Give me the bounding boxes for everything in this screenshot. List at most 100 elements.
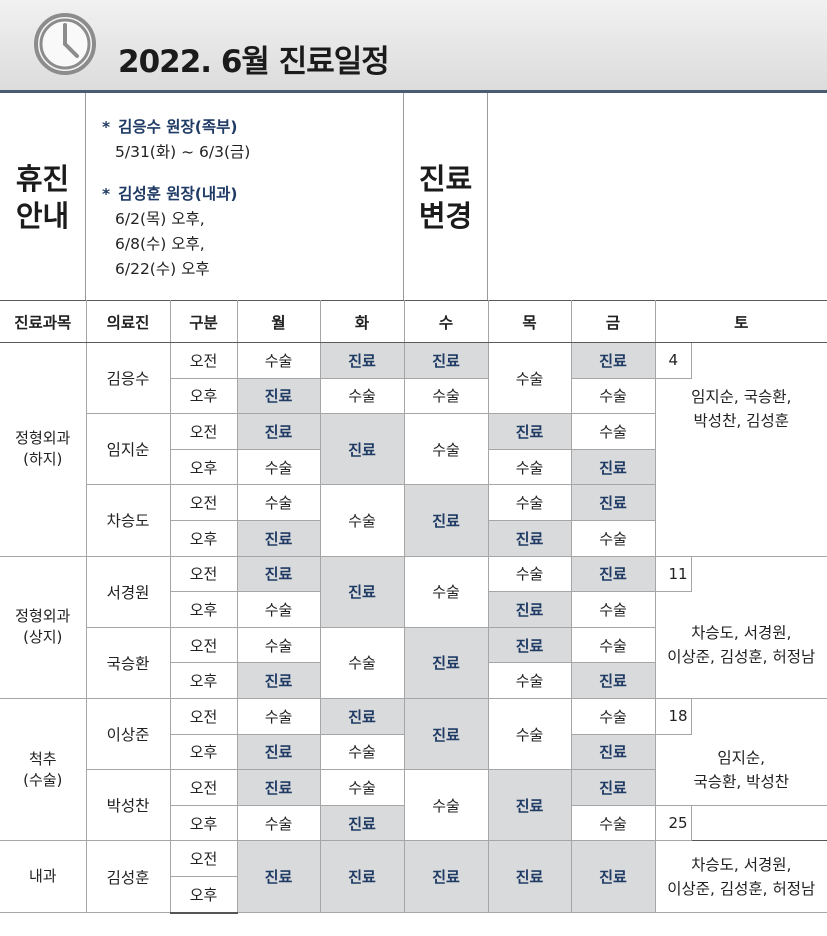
notice-date: 6/22(수) 오후 [115, 260, 210, 278]
schedule-cell: 수술 [570, 804, 656, 842]
schedule-cell: 수술 [236, 591, 321, 628]
doctor-cell: 김응수 [85, 341, 171, 415]
shift-cell: 오전 [169, 484, 238, 521]
shift-cell: 오후 [170, 804, 238, 842]
schedule-cell: 수술 [236, 626, 321, 664]
schedule-cell: 진료 [236, 769, 321, 806]
dept-cell: 척추 (수술) [0, 697, 87, 842]
schedule-cell: 진료 [236, 377, 321, 415]
change-label-cell: 진료 변경 [404, 93, 488, 300]
schedule-cell: 수술 [236, 342, 321, 379]
shift-cell: 오전 [169, 697, 238, 735]
schedule-cell: 수술 [236, 804, 321, 842]
closure-notices: * 김응수 원장(족부) 5/31(화) ~ 6/3(금) * 김성훈 원장(내과)… [86, 93, 404, 300]
saturday-date: 4 [654, 342, 692, 379]
schedule-cell: 수술 [403, 413, 489, 486]
dept-cell: 정형외과 (상지) [0, 555, 87, 699]
schedule-cell: 진료 [487, 769, 572, 842]
shift-cell: 오후 [170, 875, 237, 914]
col-header-fri: 금 [570, 300, 656, 343]
shift-cell: 오후 [170, 662, 238, 699]
saturday-date: 25 [654, 804, 692, 842]
schedule-cell: 진료 [570, 840, 656, 913]
change-label-line1: 진료 [418, 162, 473, 196]
schedule-cell: 수술 [403, 555, 489, 628]
schedule-cell: 수술 [319, 484, 405, 557]
schedule-cell: 수술 [570, 591, 656, 628]
schedule-cell: 수술 [319, 377, 405, 415]
saturday-date: 18 [654, 697, 692, 735]
schedule-cell: 진료 [487, 519, 572, 557]
col-header-doctor: 의료진 [85, 300, 171, 343]
schedule-cell: 진료 [236, 840, 321, 913]
closure-label-line1: 휴진 [15, 162, 70, 196]
col-header-sat: 토 [654, 300, 827, 343]
schedule-cell: 진료 [319, 697, 405, 735]
schedule-cell: 진료 [319, 413, 405, 486]
schedule-cell: 진료 [570, 733, 656, 771]
closure-label-cell: 휴진 안내 [0, 93, 86, 300]
change-content-cell [488, 93, 827, 300]
schedule-cell: 수술 [570, 626, 655, 664]
schedule-cell: 수술 [487, 448, 572, 486]
saturday-doctors: 차승도, 서경원, 이상준, 김성훈, 허정남 [654, 840, 827, 913]
schedule-cell: 수술 [236, 448, 321, 486]
schedule-cell: 진료 [487, 413, 572, 450]
col-header-shift: 구분 [169, 300, 238, 343]
schedule-cell: 수술 [487, 484, 572, 521]
page-title: 2022. 6월 진료일정 [118, 44, 390, 80]
schedule-cell: 수술 [570, 413, 655, 450]
schedule-cell: 수술 [319, 769, 405, 806]
notice-doctor: * 김성훈 원장(내과) [102, 185, 238, 203]
schedule-cell: 진료 [236, 519, 321, 557]
shift-cell: 오후 [170, 448, 238, 486]
schedule-cell: 수술 [487, 662, 572, 699]
schedule-cell: 진료 [570, 662, 655, 699]
schedule-cell: 수술 [319, 626, 405, 699]
schedule-cell: 진료 [487, 591, 572, 628]
shift-cell: 오전 [169, 626, 238, 664]
saturday-spacer [691, 555, 827, 592]
schedule-cell: 진료 [403, 484, 489, 557]
schedule-cell: 진료 [319, 555, 405, 628]
saturday-spacer [691, 805, 827, 841]
shift-cell: 오전 [169, 840, 238, 877]
schedule-cell: 수술 [236, 484, 321, 521]
header-divider [0, 90, 827, 93]
doctor-cell: 차승도 [86, 484, 171, 557]
saturday-spacer [691, 343, 827, 379]
saturday-doctors: 임지순, 국승환, 박성찬, 김성훈 [654, 378, 827, 557]
notice-section: 휴진 안내 * 김응수 원장(족부) 5/31(화) ~ 6/3(금) * 김성훈 … [0, 93, 827, 300]
schedule-cell: 진료 [487, 626, 572, 664]
schedule-cell: 진료 [236, 662, 321, 699]
schedule-cell: 진료 [487, 840, 572, 913]
schedule-cell: 진료 [570, 448, 655, 486]
schedule-cell: 수술 [487, 697, 572, 771]
doctor-cell: 이상준 [85, 697, 171, 771]
doctor-cell: 박성찬 [86, 769, 171, 842]
schedule-table: 진료과목 의료진 구분 월 화 수 목 금 토 정형외과 (하지) 김응수 오전… [0, 300, 827, 914]
schedule-cell: 수술 [403, 377, 489, 415]
schedule-cell: 진료 [403, 626, 489, 699]
schedule-cell: 수술 [570, 519, 655, 557]
schedule-cell: 진료 [236, 733, 321, 771]
shift-cell: 오후 [170, 591, 238, 628]
col-header-wed: 수 [403, 300, 489, 343]
schedule-cell: 수술 [236, 697, 321, 735]
schedule-cell: 수술 [570, 377, 656, 415]
schedule-cell: 진료 [570, 555, 656, 593]
shift-cell: 오후 [170, 733, 238, 771]
col-header-dept: 진료과목 [0, 300, 87, 343]
col-header-mon: 월 [236, 300, 321, 343]
schedule-cell: 진료 [403, 697, 489, 771]
schedule-cell: 진료 [319, 804, 405, 842]
schedule-cell: 진료 [570, 342, 656, 379]
saturday-doctors: 임지순, 국승환, 박성찬 [654, 734, 827, 806]
col-header-tue: 화 [319, 300, 405, 343]
dept-cell: 정형외과 (하지) [0, 342, 87, 557]
shift-cell: 오전 [169, 413, 238, 450]
schedule-cell: 수술 [487, 341, 572, 415]
saturday-doctors: 차승도, 서경원, 이상준, 김성훈, 허정남 [654, 591, 827, 699]
page-header: 2022. 6월 진료일정 [0, 0, 827, 90]
doctor-cell: 서경원 [85, 555, 171, 628]
